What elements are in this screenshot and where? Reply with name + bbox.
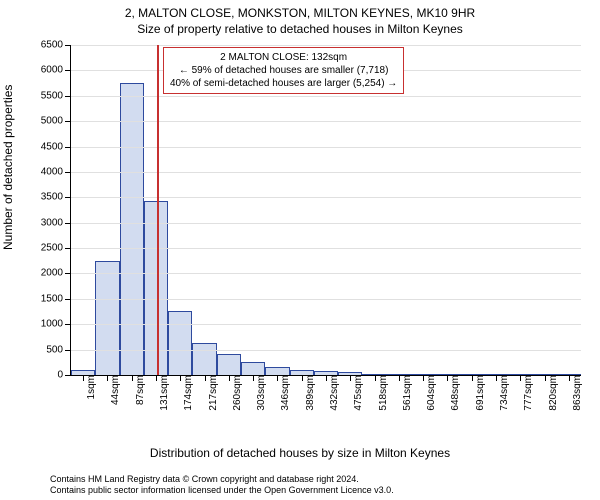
y-tick-label: 6000	[41, 65, 71, 76]
gridline	[71, 172, 581, 173]
x-tick-label: 475sqm	[353, 375, 364, 411]
x-tick-label: 174sqm	[183, 375, 194, 411]
x-tick-label: 648sqm	[450, 375, 461, 411]
y-tick-label: 2500	[41, 243, 71, 254]
x-tick-label: 346sqm	[280, 375, 291, 411]
chart-title-line1: 2, MALTON CLOSE, MONKSTON, MILTON KEYNES…	[0, 6, 600, 20]
x-tick	[496, 375, 497, 381]
gridline	[71, 273, 581, 274]
chart-title-line2: Size of property relative to detached ho…	[0, 22, 600, 36]
x-tick	[520, 375, 521, 381]
x-tick	[545, 375, 546, 381]
x-tick	[83, 375, 84, 381]
footnote-line1: Contains HM Land Registry data © Crown c…	[50, 474, 394, 485]
x-tick	[302, 375, 303, 381]
y-tick-label: 5000	[41, 116, 71, 127]
x-tick-label: 87sqm	[135, 375, 146, 405]
gridline	[71, 350, 581, 351]
x-tick	[472, 375, 473, 381]
x-tick-label: 432sqm	[329, 375, 340, 411]
x-tick	[423, 375, 424, 381]
gridline	[71, 121, 581, 122]
x-tick-label: 518sqm	[378, 375, 389, 411]
x-tick	[132, 375, 133, 381]
y-tick-label: 1500	[41, 293, 71, 304]
y-tick-label: 5500	[41, 90, 71, 101]
bar	[192, 343, 216, 375]
x-tick-label: 863sqm	[572, 375, 583, 411]
gridline	[71, 197, 581, 198]
x-tick-label: 260sqm	[232, 375, 243, 411]
chart-container: 2, MALTON CLOSE, MONKSTON, MILTON KEYNES…	[0, 0, 600, 500]
x-tick	[156, 375, 157, 381]
bar	[265, 367, 289, 375]
x-tick-label: 604sqm	[426, 375, 437, 411]
x-tick-label: 44sqm	[110, 375, 121, 405]
annotation-line: ← 59% of detached houses are smaller (7,…	[170, 64, 397, 77]
x-tick-label: 777sqm	[523, 375, 534, 411]
x-tick	[205, 375, 206, 381]
x-tick-label: 217sqm	[208, 375, 219, 411]
y-tick-label: 4000	[41, 166, 71, 177]
bar	[217, 354, 241, 375]
bar	[241, 362, 265, 375]
x-tick	[375, 375, 376, 381]
x-tick-label: 691sqm	[475, 375, 486, 411]
x-tick	[253, 375, 254, 381]
gridline	[71, 223, 581, 224]
x-tick-label: 303sqm	[256, 375, 267, 411]
gridline	[71, 248, 581, 249]
annotation-box: 2 MALTON CLOSE: 132sqm← 59% of detached …	[163, 47, 404, 94]
x-tick	[107, 375, 108, 381]
x-tick-label: 131sqm	[159, 375, 170, 411]
y-tick-label: 3500	[41, 192, 71, 203]
x-tick	[447, 375, 448, 381]
y-tick-label: 6500	[41, 40, 71, 51]
gridline	[71, 45, 581, 46]
annotation-line: 40% of semi-detached houses are larger (…	[170, 77, 397, 90]
x-tick	[229, 375, 230, 381]
y-tick-label: 2000	[41, 268, 71, 279]
plot-area: 0500100015002000250030003500400045005000…	[70, 45, 581, 376]
x-tick-label: 734sqm	[499, 375, 510, 411]
annotation-line: 2 MALTON CLOSE: 132sqm	[170, 51, 397, 64]
x-tick	[277, 375, 278, 381]
x-tick	[180, 375, 181, 381]
y-axis-label: Number of detached properties	[1, 85, 15, 250]
bar	[120, 83, 144, 375]
x-tick	[326, 375, 327, 381]
gridline	[71, 299, 581, 300]
y-tick-label: 1000	[41, 319, 71, 330]
reference-line	[157, 45, 159, 375]
footnote-line2: Contains public sector information licen…	[50, 485, 394, 496]
x-tick-label: 561sqm	[402, 375, 413, 411]
x-tick	[350, 375, 351, 381]
x-tick	[399, 375, 400, 381]
y-tick-label: 500	[46, 344, 71, 355]
y-tick-label: 4500	[41, 141, 71, 152]
gridline	[71, 96, 581, 97]
footnote: Contains HM Land Registry data © Crown c…	[50, 474, 394, 497]
y-tick-label: 3000	[41, 217, 71, 228]
y-tick-label: 0	[57, 370, 71, 381]
x-tick-label: 1sqm	[86, 375, 97, 399]
bar	[168, 311, 192, 375]
gridline	[71, 147, 581, 148]
x-tick-label: 389sqm	[305, 375, 316, 411]
x-axis-label: Distribution of detached houses by size …	[0, 446, 600, 460]
bars-layer	[71, 45, 581, 375]
x-tick	[569, 375, 570, 381]
gridline	[71, 324, 581, 325]
bar	[95, 261, 119, 375]
x-tick-label: 820sqm	[548, 375, 559, 411]
